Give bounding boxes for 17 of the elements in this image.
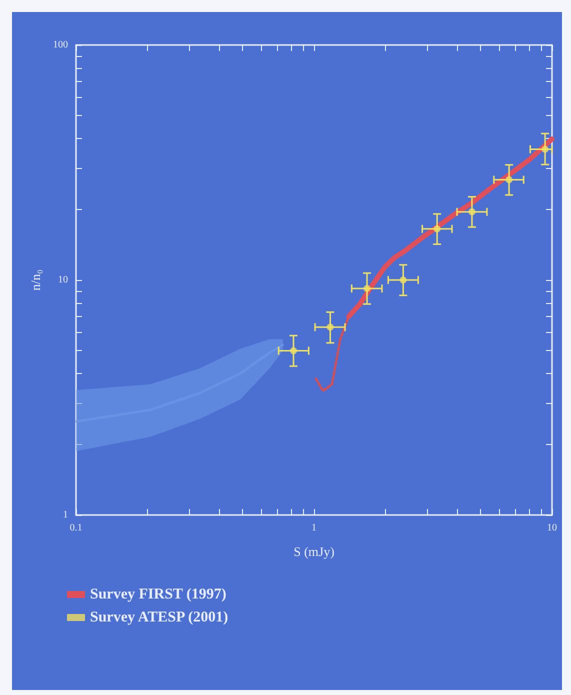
y-tick-label: 1 [63,510,68,520]
point [400,276,407,284]
point [434,225,441,232]
point [542,146,549,153]
legend-label: Survey ATESP (2001) [90,610,228,626]
x-tick-label: 0.1 [70,522,82,534]
legend-label: Survey FIRST (1997) [90,586,226,602]
point [364,285,371,292]
x-tick-label: 1 [312,522,316,534]
x-axis-title: S (mJy) [294,544,334,559]
y-axis-title: n/n₀ [28,269,43,291]
y-tick-label: 10 [58,274,68,286]
y-tick-label: 100 [53,40,68,50]
x-tick-label: 10 [547,522,557,534]
point [506,176,513,184]
point [326,324,334,331]
point [290,347,297,354]
